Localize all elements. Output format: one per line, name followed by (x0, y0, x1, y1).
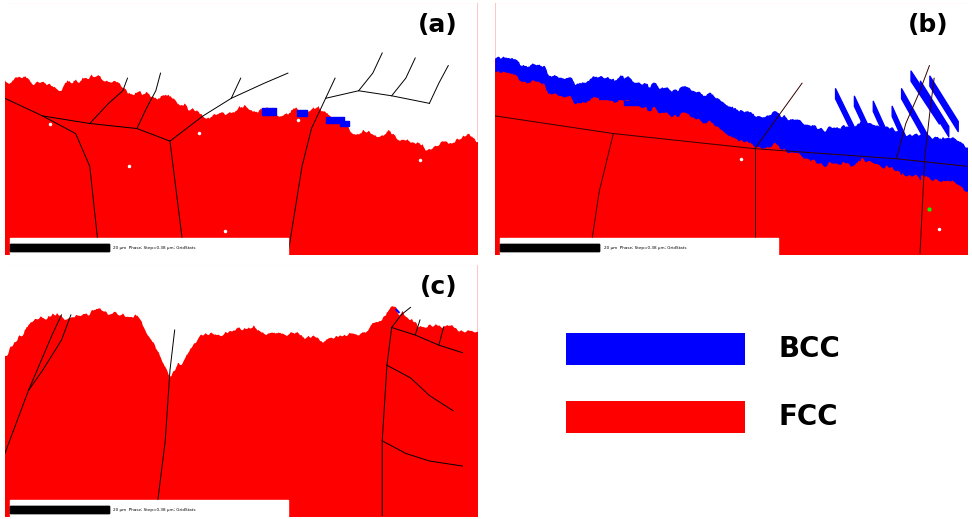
Text: 20 µm  Phase; Step=0.38 µm; GridStats: 20 µm Phase; Step=0.38 µm; GridStats (114, 246, 195, 250)
Text: 20 µm  Phase; Step=0.38 µm; GridStats: 20 µm Phase; Step=0.38 µm; GridStats (114, 508, 195, 512)
Bar (566, 333, 746, 365)
Text: FCC: FCC (779, 403, 838, 431)
Text: 20 µm  Phase; Step=0.38 µm; GridStats: 20 µm Phase; Step=0.38 µm; GridStats (604, 246, 686, 250)
Text: (c): (c) (420, 275, 458, 298)
Bar (566, 401, 746, 433)
Text: BCC: BCC (779, 335, 841, 363)
Text: (b): (b) (908, 12, 949, 37)
Text: (a): (a) (418, 12, 458, 37)
